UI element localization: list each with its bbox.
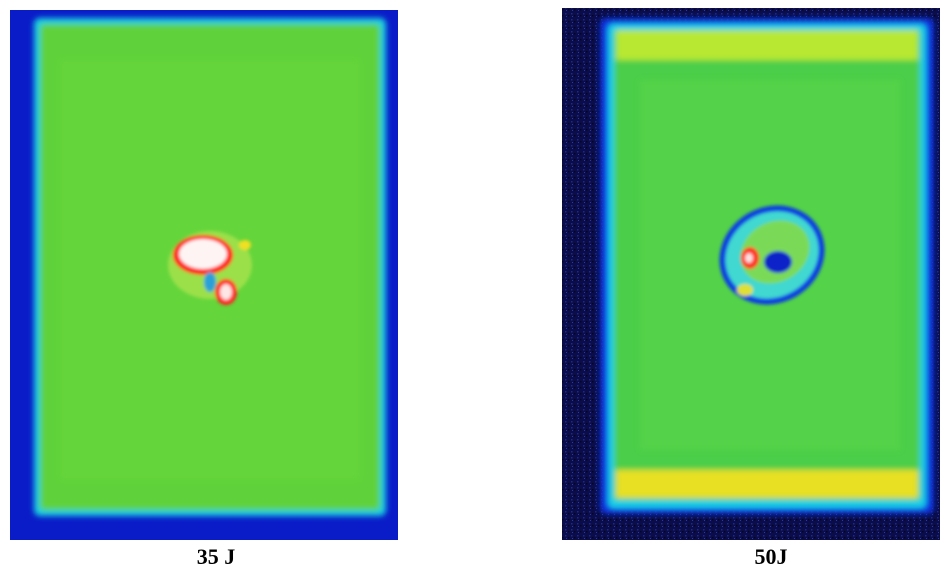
- thermal-image-left: [10, 10, 398, 540]
- thermal-image-right: [562, 8, 940, 540]
- figure: 35 J 50J: [0, 0, 940, 572]
- page: 35 J 50J (() => { const data = JSON.pars…: [0, 0, 940, 572]
- caption: 35 J: [197, 544, 236, 569]
- caption: 50J: [755, 544, 788, 569]
